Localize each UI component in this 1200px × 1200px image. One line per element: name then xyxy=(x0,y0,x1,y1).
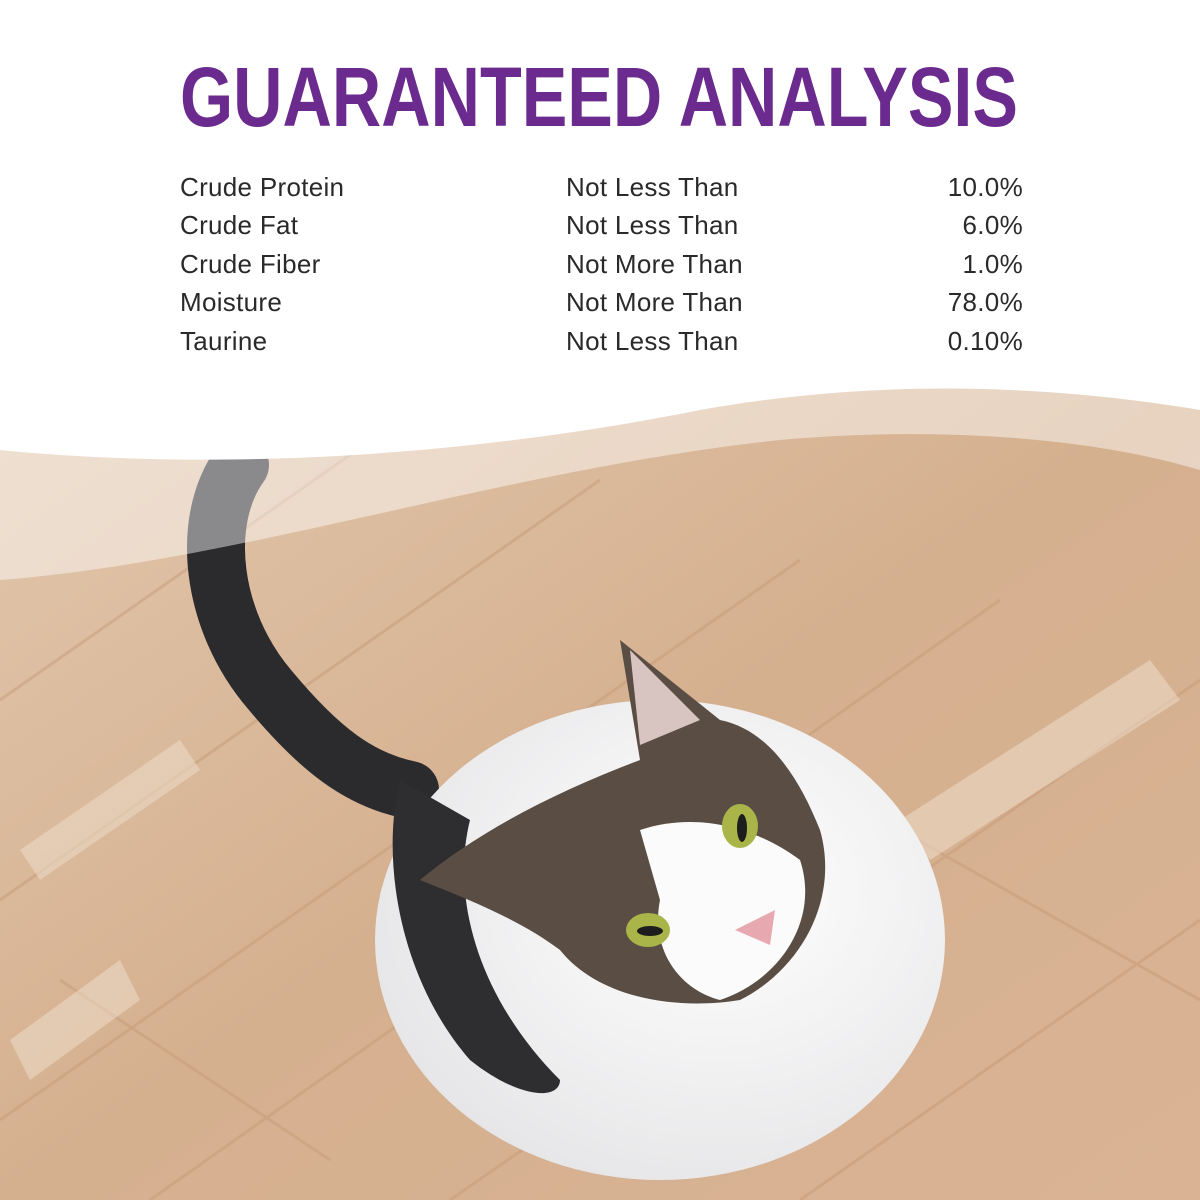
nutrient-value: 1.0% xyxy=(962,248,1023,279)
analysis-row: Crude Fat Not Less Than 6.0% xyxy=(180,207,1023,246)
nutrient-qualifier: Not More Than xyxy=(566,287,743,318)
nutrient-value: 0.10% xyxy=(947,325,1023,356)
cat-face-white xyxy=(640,821,806,1000)
nutrient-name: Moisture xyxy=(180,287,283,318)
floor-highlights xyxy=(10,660,1180,1080)
nutrient-name: Crude Fat xyxy=(180,210,299,241)
cat-dark-patch xyxy=(392,780,560,1094)
cat-tail xyxy=(187,436,439,819)
nutrient-value: 6.0% xyxy=(962,210,1023,241)
cat-nose xyxy=(735,910,775,945)
nutrient-qualifier: Not Less Than xyxy=(566,171,739,202)
nutrient-value: 78.0% xyxy=(947,287,1023,318)
nutrient-value: 10.0% xyxy=(947,171,1023,202)
white-header-wave xyxy=(0,0,1200,460)
analysis-row: Crude Fiber Not More Than 1.0% xyxy=(180,245,1023,284)
nutrient-name: Crude Protein xyxy=(180,171,345,202)
title-container: GUARANTEED ANALYSIS xyxy=(180,50,1018,140)
page-title: GUARANTEED ANALYSIS xyxy=(180,50,1018,140)
nutrient-qualifier: Not Less Than xyxy=(566,210,739,241)
nutrient-name: Taurine xyxy=(180,325,268,356)
cat-pupil-left xyxy=(737,814,747,842)
analysis-row: Moisture Not More Than 78.0% xyxy=(180,284,1023,323)
nutrient-qualifier: Not More Than xyxy=(566,248,743,279)
analysis-row: Taurine Not Less Than 0.10% xyxy=(180,322,1023,361)
cat xyxy=(187,436,945,1180)
nutrient-name: Crude Fiber xyxy=(180,248,321,279)
cat-pupil-right xyxy=(637,926,663,936)
analysis-row: Crude Protein Not Less Than 10.0% xyxy=(180,168,1023,207)
guaranteed-analysis-table: Crude Protein Not Less Than 10.0% Crude Fa… xyxy=(180,168,1023,361)
nutrient-qualifier: Not Less Than xyxy=(566,325,739,356)
cat-ear-inner xyxy=(630,650,700,745)
